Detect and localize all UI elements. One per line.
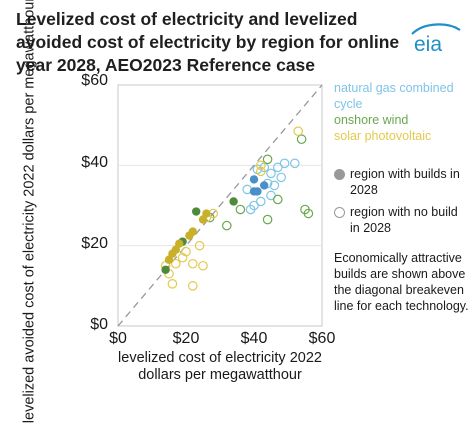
- x-axis-label: levelized cost of electricity 2022 dolla…: [118, 350, 322, 383]
- legend-entry-solar: solar photovoltaic: [334, 129, 432, 143]
- point-natural-gas-no-build: [269, 180, 280, 191]
- x-tick-label: $0: [109, 330, 127, 347]
- point-natural-gas-no-build: [276, 172, 286, 183]
- legend-entry-onshore-wind: onshore wind: [334, 113, 409, 127]
- x-tick-label: $40: [240, 330, 268, 347]
- open-circle-icon: [334, 207, 345, 218]
- y-tick-label: $60: [81, 72, 108, 89]
- legend: natural gas combined cycle onshore wind …: [334, 80, 470, 314]
- legend-note: Economically attractive builds are shown…: [334, 251, 469, 313]
- point-wind-no-build: [262, 154, 273, 165]
- point-wind-no-build: [296, 134, 307, 145]
- point-wind-build: [229, 197, 238, 206]
- point-solar-no-build: [188, 281, 198, 291]
- point-solar-no-build: [167, 279, 178, 289]
- point-solar-build: [175, 239, 184, 248]
- y-tick-label: $20: [81, 235, 108, 252]
- chart-title: Levelized cost of electricity and leveli…: [16, 9, 400, 75]
- point-wind-build: [192, 207, 201, 216]
- point-solar-no-build: [255, 166, 266, 177]
- point-wind-no-build: [272, 194, 283, 205]
- eia-logo-swoosh: [411, 23, 461, 35]
- legend-no-build: region with no build in 2028: [334, 204, 470, 236]
- point-natural-gas-build: [260, 181, 269, 190]
- legend-no-build-label: region with no build in 2028: [350, 205, 458, 235]
- point-solar-no-build: [293, 126, 303, 136]
- y-tick-label: $0: [90, 316, 108, 333]
- legend-builds: region with builds in 2028: [334, 166, 470, 198]
- point-natural-gas-build: [249, 175, 259, 184]
- x-tick-label: $60: [308, 330, 336, 347]
- plot-border: [117, 84, 323, 327]
- plot-marks: [160, 126, 314, 291]
- point-solar-no-build: [255, 160, 266, 171]
- point-wind-no-build: [235, 204, 246, 215]
- point-solar-build: [202, 209, 211, 218]
- breakeven-diagonal-line: [117, 84, 323, 327]
- legend-entry-natural-gas: natural gas combined cycle: [334, 81, 454, 111]
- point-solar-no-build: [194, 240, 205, 251]
- point-natural-gas-no-build: [245, 204, 256, 215]
- point-natural-gas-no-build: [289, 158, 300, 169]
- eia-logo-text: eia: [414, 33, 442, 56]
- eia-logo: eia: [411, 23, 461, 56]
- point-wind-no-build: [222, 220, 232, 231]
- scatter-plot: [117, 84, 323, 327]
- point-natural-gas-no-build: [279, 158, 290, 169]
- point-natural-gas-no-build: [266, 168, 276, 179]
- point-wind-no-build: [303, 208, 314, 219]
- point-wind-no-build: [262, 214, 273, 225]
- point-solar-no-build: [188, 258, 198, 269]
- filled-circle-icon: [334, 169, 345, 180]
- legend-builds-label: region with builds in 2028: [350, 167, 460, 197]
- point-solar-no-build: [198, 260, 208, 271]
- x-tick-label: $20: [172, 330, 200, 347]
- point-solar-build: [188, 227, 197, 236]
- point-solar-no-build: [171, 258, 181, 269]
- point-natural-gas-build: [249, 187, 259, 196]
- y-tick-label: $40: [81, 154, 108, 171]
- plot-axes: [117, 84, 323, 327]
- point-wind-build: [161, 265, 170, 274]
- point-solar-no-build: [181, 246, 191, 257]
